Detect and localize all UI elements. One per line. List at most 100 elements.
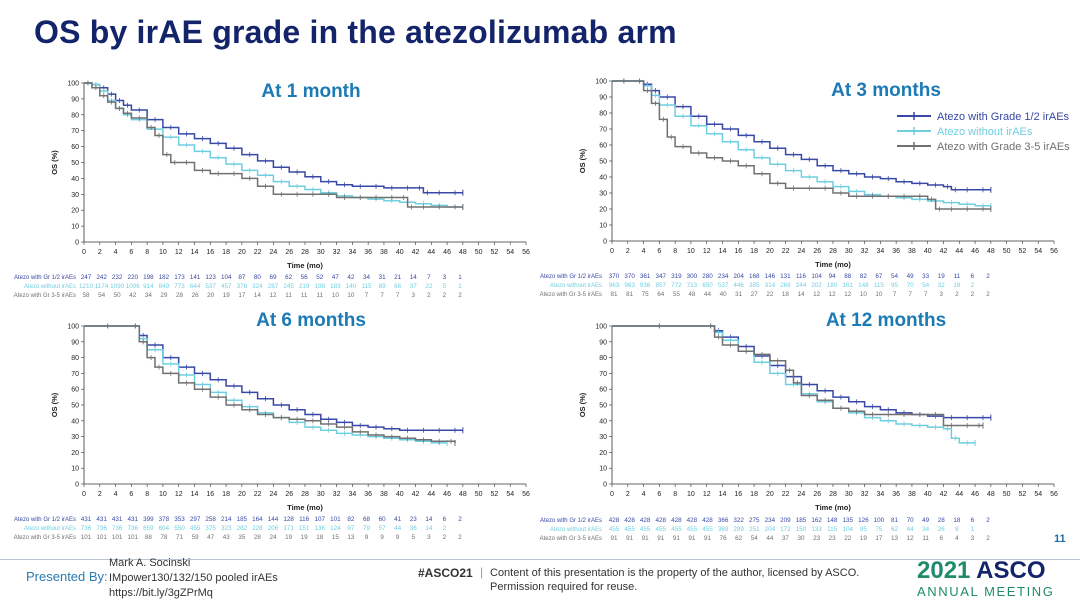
risk-value: 146 — [765, 273, 776, 280]
x-tick-label: 22 — [254, 491, 262, 498]
risk-value: 88 — [145, 534, 153, 541]
x-tick-label: 50 — [1003, 248, 1011, 255]
y-tick-label: 60 — [71, 387, 79, 394]
x-tick-label: 18 — [750, 248, 758, 255]
x-tick-label: 48 — [987, 248, 995, 255]
risk-value: 13 — [347, 534, 355, 541]
risk-value: 12 — [844, 291, 852, 298]
x-tick-label: 30 — [845, 248, 853, 255]
risk-value: 20 — [207, 292, 215, 299]
risk-value: 2 — [971, 291, 975, 298]
y-tick-label: 0 — [603, 482, 607, 489]
x-tick-label: 42 — [940, 248, 948, 255]
risk-row-label: Atezo with Gr 3-5 irAEs — [540, 292, 602, 298]
y-tick-label: 40 — [599, 418, 607, 425]
risk-value: 3 — [427, 534, 431, 541]
risk-value: 15 — [332, 534, 340, 541]
x-tick-label: 44 — [427, 249, 435, 256]
risk-value: 650 — [702, 282, 713, 289]
risk-value: 79 — [363, 525, 371, 532]
y-tick-label: 20 — [71, 450, 79, 457]
panel-title: At 3 months — [831, 80, 941, 101]
risk-value: 209 — [780, 517, 791, 524]
risk-value: 324 — [252, 283, 263, 290]
x-tick-label: 16 — [206, 249, 214, 256]
risk-value: 202 — [811, 282, 822, 289]
risk-value: 11 — [301, 292, 308, 299]
risk-value: 41 — [394, 516, 402, 523]
risk-value: 30 — [797, 535, 805, 542]
risk-value: 68 — [363, 516, 371, 523]
risk-value: 2 — [986, 535, 990, 542]
x-tick-label: 4 — [114, 491, 118, 498]
risk-value: 104 — [842, 526, 853, 533]
risk-value: 128 — [283, 516, 294, 523]
x-tick-label: 26 — [285, 249, 293, 256]
x-tick-label: 30 — [317, 249, 325, 256]
risk-value: 91 — [626, 535, 634, 542]
x-tick-label: 50 — [475, 249, 483, 256]
risk-value: 87 — [238, 274, 246, 281]
risk-row-label: Atezo with Gr 3-5 irAEs — [14, 535, 76, 541]
risk-value: 537 — [718, 282, 729, 289]
risk-value: 5 — [443, 283, 447, 290]
risk-value: 455 — [687, 526, 698, 533]
risk-value: 245 — [283, 283, 294, 290]
risk-value: 91 — [704, 535, 712, 542]
risk-value: 428 — [624, 517, 635, 524]
y-tick-label: 100 — [595, 324, 607, 331]
x-axis-label: Time (mo) — [287, 261, 323, 270]
risk-value: 31 — [735, 291, 743, 298]
risk-value: 150 — [796, 526, 807, 533]
x-tick-label: 44 — [955, 491, 963, 498]
y-tick-label: 80 — [71, 355, 79, 362]
series-line — [612, 80, 991, 191]
risk-value: 19 — [285, 534, 293, 541]
y-axis-label: OS (%) — [50, 392, 59, 417]
risk-value: 115 — [361, 283, 372, 290]
footer-separator: | — [480, 565, 484, 579]
risk-value: 6 — [939, 535, 943, 542]
x-tick-label: 30 — [317, 491, 325, 498]
risk-value: 26 — [938, 526, 946, 533]
x-tick-label: 10 — [159, 491, 167, 498]
x-tick-label: 46 — [443, 491, 451, 498]
risk-value: 43 — [223, 534, 231, 541]
presenter-url[interactable]: https://bit.ly/3gZPrMq — [109, 587, 213, 599]
risk-value: 89 — [379, 283, 387, 290]
risk-value: 49 — [922, 517, 930, 524]
y-tick-label: 100 — [595, 79, 607, 86]
x-tick-label: 22 — [254, 249, 262, 256]
presenter-study: IMpower130/132/150 pooled irAEs — [109, 572, 278, 584]
risk-value: 44 — [704, 291, 712, 298]
x-tick-label: 56 — [1050, 491, 1058, 498]
risk-value: 23 — [410, 516, 418, 523]
risk-value: 64 — [657, 291, 665, 298]
hashtag: #ASCO21 — [418, 566, 473, 580]
x-tick-label: 16 — [206, 491, 214, 498]
risk-value: 232 — [112, 274, 123, 281]
risk-value: 219 — [299, 283, 310, 290]
y-tick-label: 0 — [75, 240, 79, 247]
x-tick-label: 26 — [285, 491, 293, 498]
x-tick-label: 12 — [175, 491, 183, 498]
risk-value: 736 — [112, 525, 123, 532]
x-tick-label: 36 — [364, 491, 372, 498]
risk-value: 58 — [82, 292, 90, 299]
risk-value: 287 — [268, 283, 279, 290]
risk-row-label: Atezo without irAEs — [24, 284, 76, 290]
risk-value: 28 — [254, 534, 262, 541]
risk-value: 736 — [81, 525, 92, 532]
y-tick-label: 10 — [71, 224, 79, 231]
risk-value: 34 — [922, 526, 930, 533]
risk-value: 4 — [955, 535, 959, 542]
risk-value: 62 — [735, 535, 743, 542]
risk-value: 172 — [780, 526, 791, 533]
y-tick-label: 40 — [71, 418, 79, 425]
risk-value: 361 — [640, 273, 651, 280]
risk-value: 35 — [238, 534, 246, 541]
y-tick-label: 90 — [599, 339, 607, 346]
risk-value: 19 — [860, 535, 868, 542]
y-tick-label: 60 — [599, 143, 607, 150]
risk-value: 455 — [702, 526, 713, 533]
